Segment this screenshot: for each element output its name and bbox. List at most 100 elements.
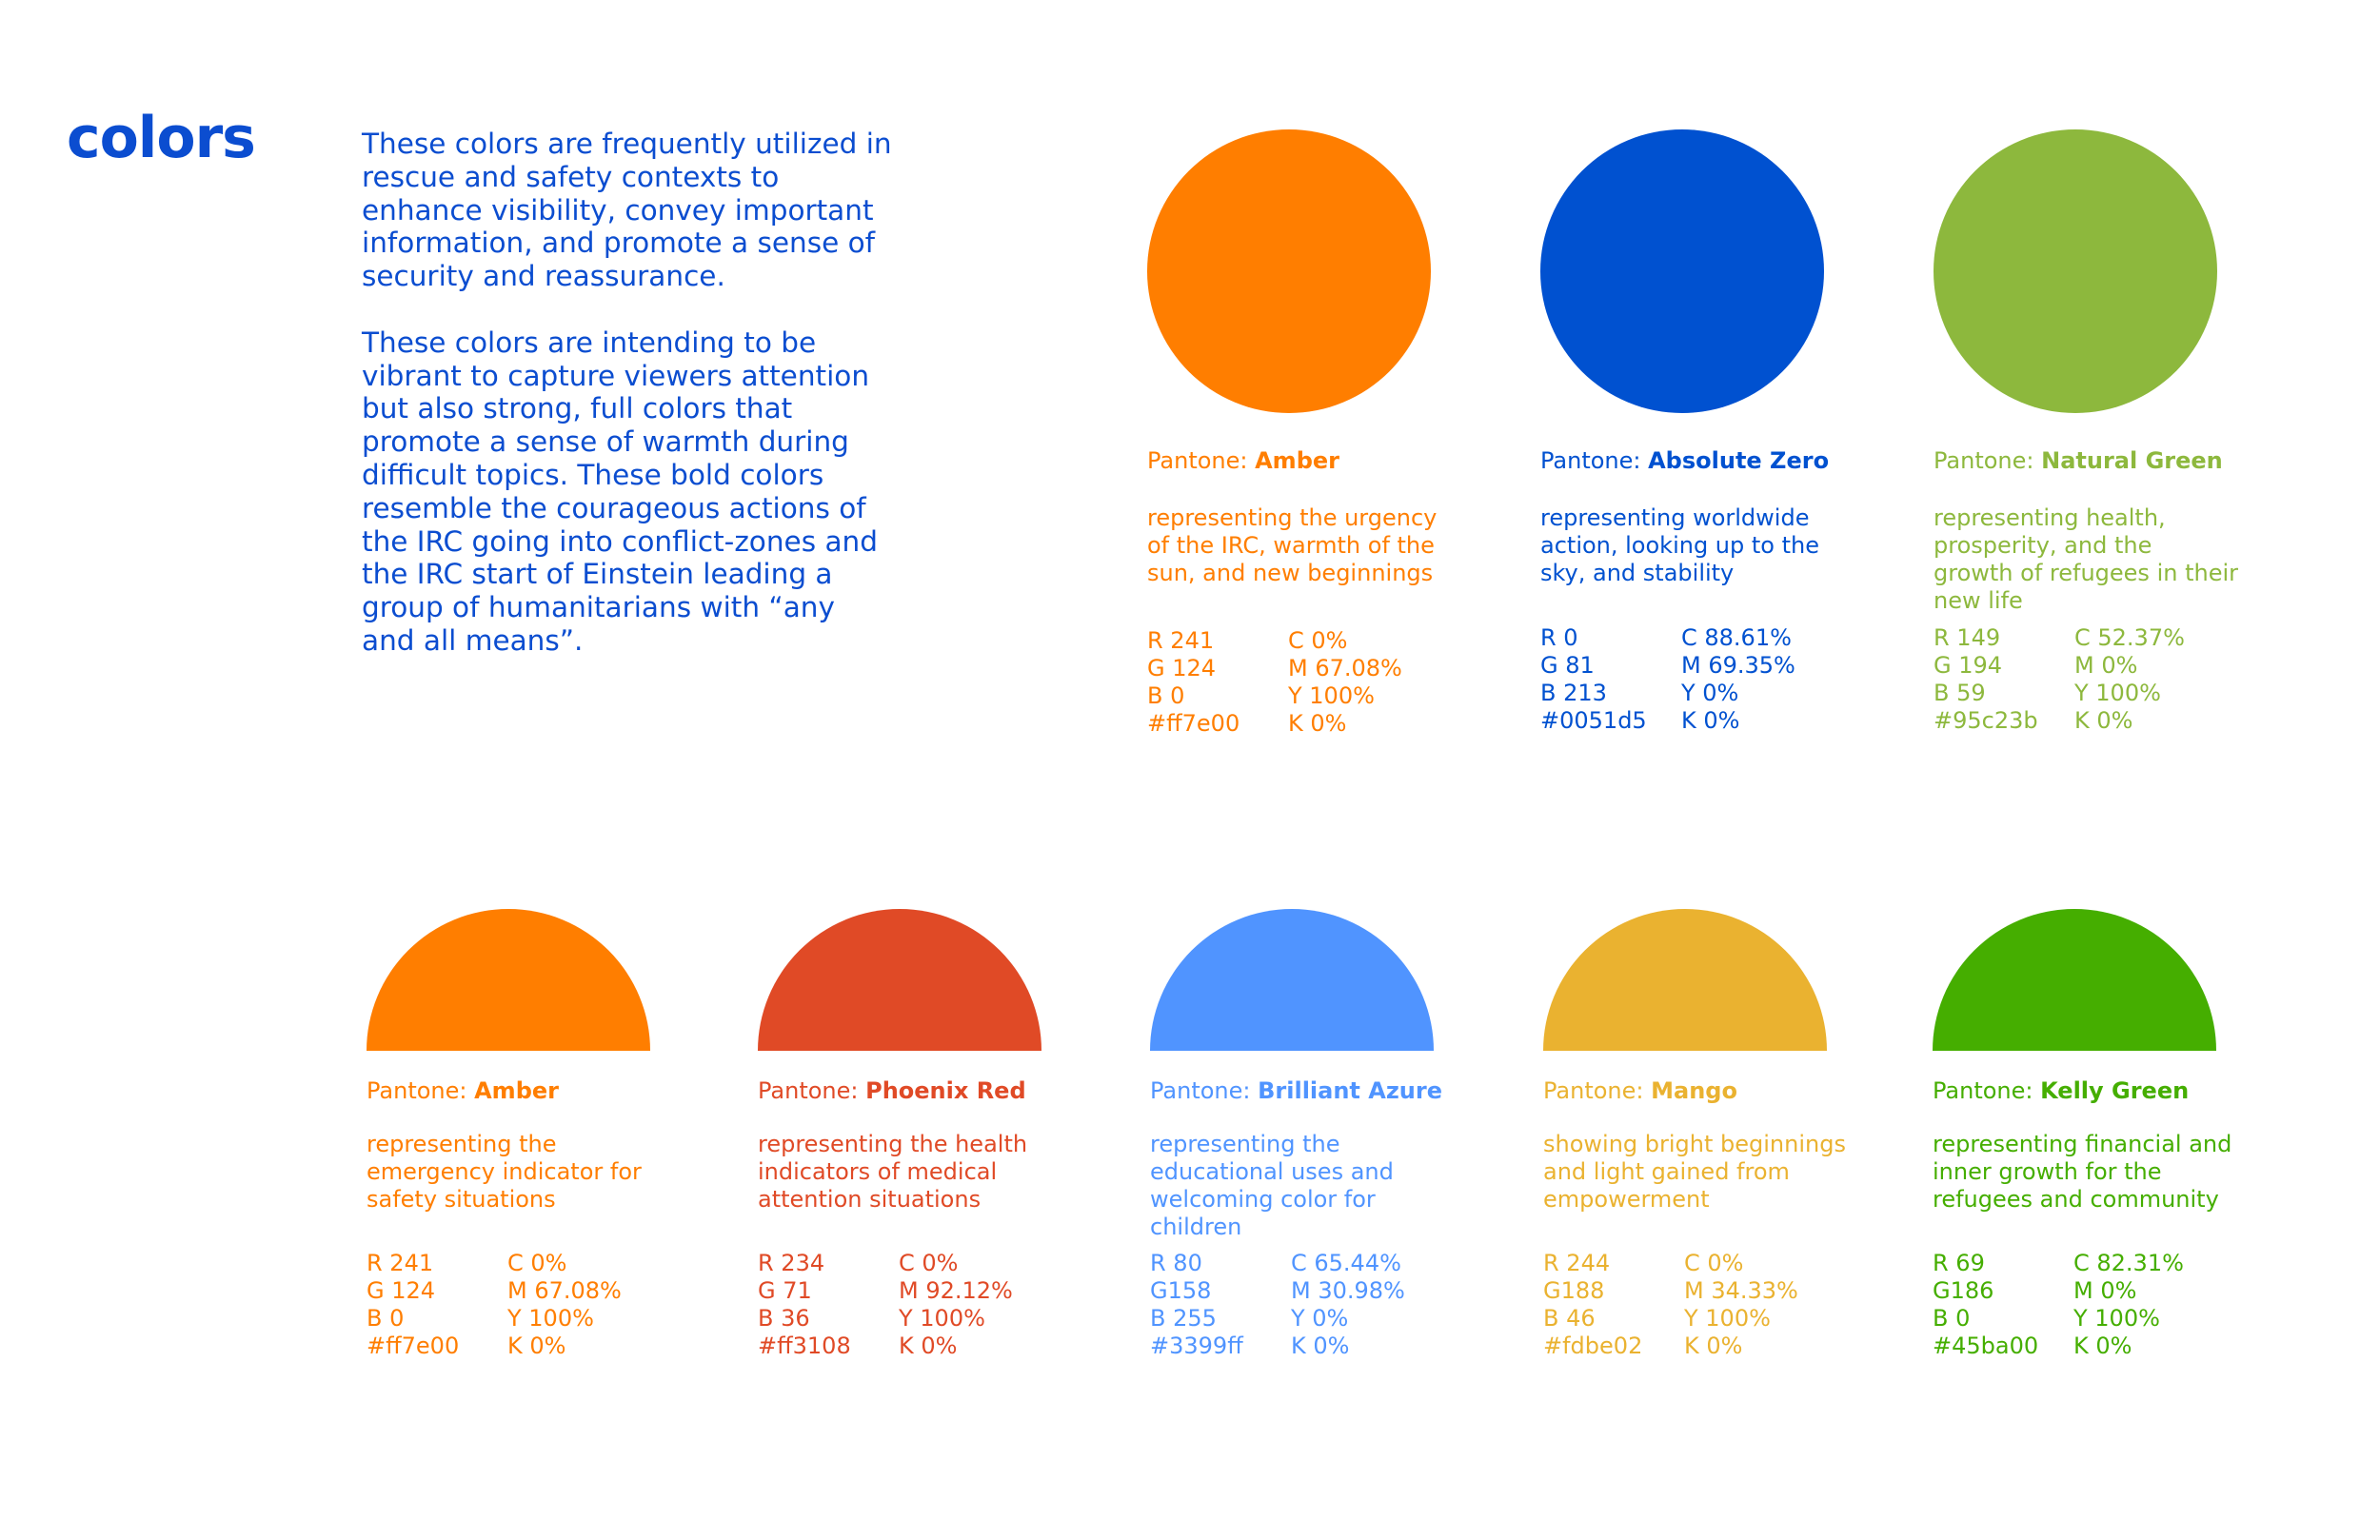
- pantone-name: Amber: [474, 1077, 559, 1104]
- pantone-name: Natural Green: [2041, 447, 2223, 474]
- rgb-r: R 244: [1543, 1250, 1611, 1276]
- rgb-b: B 0: [1933, 1305, 1971, 1332]
- rgb-g: G158: [1150, 1277, 1212, 1304]
- rgb-g: G 124: [367, 1277, 436, 1304]
- rgb-g: G 194: [1934, 652, 2003, 679]
- rgb-g: G186: [1933, 1277, 1994, 1304]
- pantone-name: Amber: [1255, 447, 1339, 474]
- color-circle: [1934, 129, 2217, 413]
- cmyk-m: M 0%: [2073, 1277, 2137, 1304]
- cmyk-y: Y 100%: [2074, 680, 2161, 706]
- color-description: representing the urgency of the IRC, war…: [1147, 504, 1438, 586]
- color-half-circle: [1933, 909, 2216, 1051]
- rgb-b: B 255: [1150, 1305, 1217, 1332]
- rgb-b: B 36: [758, 1305, 810, 1332]
- cmyk-y: Y 100%: [1684, 1305, 1771, 1332]
- cmyk-m: M 34.33%: [1684, 1277, 1798, 1304]
- cmyk-c: C 88.61%: [1681, 624, 1792, 651]
- color-description: representing financial and inner growth …: [1933, 1131, 2232, 1213]
- cmyk-c: C 0%: [1288, 627, 1348, 654]
- pantone-label: Pantone: Kelly Green: [1933, 1077, 2190, 1104]
- color-description: representing the health indicators of me…: [758, 1131, 1028, 1213]
- pantone-label: Pantone: Natural Green: [1934, 447, 2223, 474]
- pantone-label: Pantone: Mango: [1543, 1077, 1737, 1104]
- cmyk-k: K 0%: [899, 1333, 958, 1359]
- color-description: representing the emergency indicator for…: [367, 1131, 642, 1213]
- intro-paragraph-2: These colors are intending to be vibrant…: [362, 326, 878, 657]
- hex-value: #ff7e00: [1147, 710, 1240, 737]
- cmyk-c: C 0%: [899, 1250, 959, 1276]
- rgb-r: R 241: [367, 1250, 434, 1276]
- rgb-b: B 59: [1934, 680, 1986, 706]
- color-circle: [1540, 129, 1824, 413]
- rgb-g: G 124: [1147, 655, 1217, 681]
- color-half-circle: [758, 909, 1041, 1051]
- hex-value: #ff3108: [758, 1333, 851, 1359]
- hex-value: #3399ff: [1150, 1333, 1243, 1359]
- color-half-circle: [1150, 909, 1434, 1051]
- rgb-g: G 81: [1540, 652, 1595, 679]
- hex-value: #0051d5: [1540, 707, 1647, 734]
- hex-value: #45ba00: [1933, 1333, 2039, 1359]
- rgb-r: R 0: [1540, 624, 1578, 651]
- rgb-r: R 80: [1150, 1250, 1202, 1276]
- rgb-g: G188: [1543, 1277, 1605, 1304]
- color-half-circle: [367, 909, 650, 1051]
- cmyk-k: K 0%: [2073, 1333, 2132, 1359]
- cmyk-y: Y 100%: [2073, 1305, 2160, 1332]
- color-circle: [1147, 129, 1431, 413]
- cmyk-m: M 0%: [2074, 652, 2138, 679]
- rgb-b: B 213: [1540, 680, 1607, 706]
- cmyk-c: C 0%: [1684, 1250, 1744, 1276]
- rgb-b: B 46: [1543, 1305, 1596, 1332]
- color-half-circle: [1543, 909, 1827, 1051]
- rgb-r: R 149: [1934, 624, 2001, 651]
- cmyk-y: Y 100%: [1288, 682, 1375, 709]
- hex-value: #ff7e00: [367, 1333, 460, 1359]
- pantone-name: Absolute Zero: [1648, 447, 1830, 474]
- rgb-r: R 69: [1933, 1250, 1985, 1276]
- pantone-label: Pantone: Phoenix Red: [758, 1077, 1026, 1104]
- cmyk-c: C 82.31%: [2073, 1250, 2184, 1276]
- cmyk-k: K 0%: [507, 1333, 566, 1359]
- pantone-name: Mango: [1651, 1077, 1737, 1104]
- cmyk-m: M 30.98%: [1291, 1277, 1405, 1304]
- cmyk-k: K 0%: [1288, 710, 1347, 737]
- cmyk-k: K 0%: [1681, 707, 1740, 734]
- cmyk-m: M 69.35%: [1681, 652, 1795, 679]
- pantone-label: Pantone: Amber: [1147, 447, 1339, 474]
- cmyk-y: Y 100%: [507, 1305, 594, 1332]
- pantone-name: Kelly Green: [2040, 1077, 2190, 1104]
- cmyk-k: K 0%: [1684, 1333, 1743, 1359]
- pantone-label: Pantone: Absolute Zero: [1540, 447, 1830, 474]
- cmyk-c: C 65.44%: [1291, 1250, 1401, 1276]
- rgb-b: B 0: [1147, 682, 1185, 709]
- rgb-g: G 71: [758, 1277, 812, 1304]
- hex-value: #95c23b: [1934, 707, 2038, 734]
- intro-paragraph-1: These colors are frequently utilized in …: [362, 128, 892, 293]
- cmyk-y: Y 0%: [1291, 1305, 1349, 1332]
- page-title: colors: [67, 105, 256, 171]
- color-description: showing bright beginnings and light gain…: [1543, 1131, 1846, 1213]
- rgb-b: B 0: [367, 1305, 405, 1332]
- pantone-label: Pantone: Amber: [367, 1077, 559, 1104]
- pantone-name: Phoenix Red: [865, 1077, 1026, 1104]
- rgb-r: R 241: [1147, 627, 1215, 654]
- cmyk-y: Y 100%: [899, 1305, 985, 1332]
- cmyk-m: M 92.12%: [899, 1277, 1013, 1304]
- cmyk-y: Y 0%: [1681, 680, 1739, 706]
- cmyk-m: M 67.08%: [1288, 655, 1402, 681]
- intro-text: These colors are frequently utilized in …: [362, 128, 895, 691]
- rgb-r: R 234: [758, 1250, 825, 1276]
- color-description: representing the educational uses and we…: [1150, 1131, 1394, 1240]
- cmyk-c: C 52.37%: [2074, 624, 2185, 651]
- cmyk-m: M 67.08%: [507, 1277, 622, 1304]
- color-description: representing health, prosperity, and the…: [1934, 504, 2238, 614]
- color-description: representing worldwide action, looking u…: [1540, 504, 1819, 586]
- cmyk-k: K 0%: [1291, 1333, 1350, 1359]
- cmyk-c: C 0%: [507, 1250, 567, 1276]
- pantone-label: Pantone: Brilliant Azure: [1150, 1077, 1442, 1104]
- pantone-name: Brilliant Azure: [1258, 1077, 1442, 1104]
- cmyk-k: K 0%: [2074, 707, 2133, 734]
- hex-value: #fdbe02: [1543, 1333, 1643, 1359]
